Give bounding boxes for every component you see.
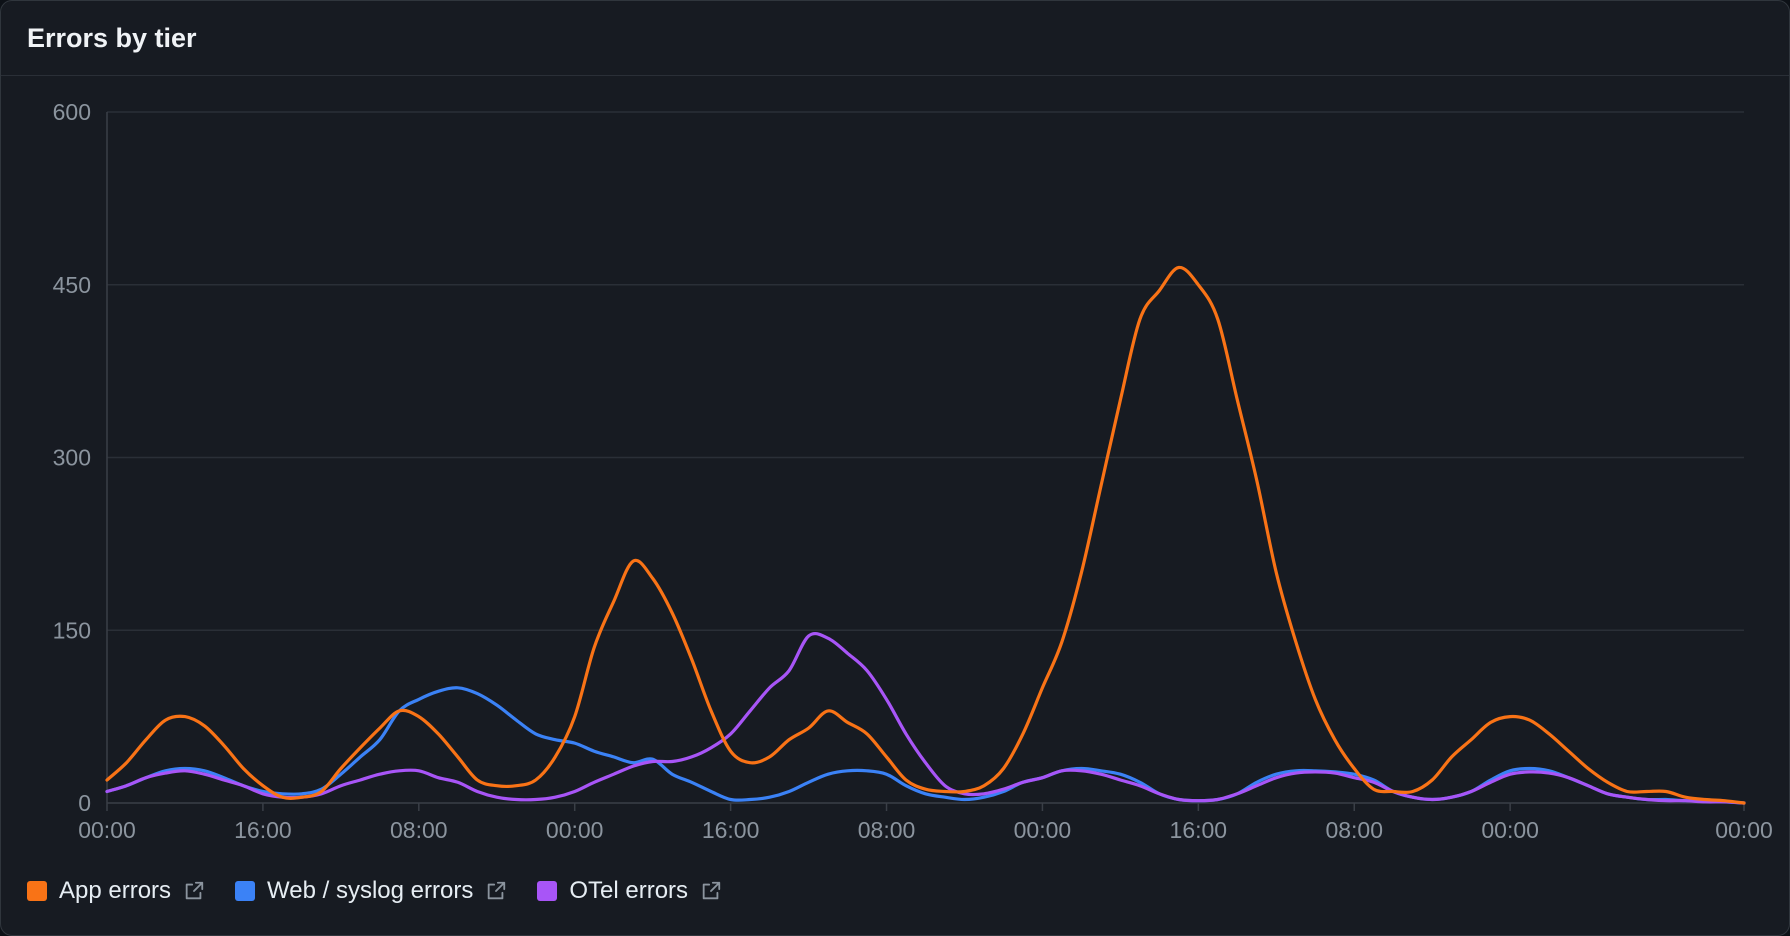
y-tick-label: 450 bbox=[53, 272, 91, 298]
x-tick-label: 16:00 bbox=[234, 817, 292, 843]
series-line-web-syslog-errors[interactable] bbox=[105, 686, 1746, 805]
x-tick-label: 08:00 bbox=[1325, 817, 1383, 843]
x-tick-label: 16:00 bbox=[1170, 817, 1228, 843]
legend-label: OTel errors bbox=[569, 877, 689, 904]
legend-swatch bbox=[235, 881, 256, 901]
x-tick-label: 00:00 bbox=[1014, 817, 1072, 843]
legend-item[interactable]: App errors bbox=[27, 877, 205, 905]
errors-line-chart[interactable]: 0 150 300 450 600 00:00 16:00 08:00 00:00 16:00 08… bbox=[1, 77, 1789, 867]
series-line-otel-errors[interactable] bbox=[105, 631, 1746, 805]
x-tick-label: 00:00 bbox=[1481, 817, 1539, 843]
x-tick-label: 00:00 bbox=[546, 817, 604, 843]
external-link-icon[interactable] bbox=[700, 880, 722, 902]
legend-item[interactable]: OTel errors bbox=[537, 877, 722, 905]
x-tick-label: 08:00 bbox=[858, 817, 916, 843]
x-tick-label: 00:00 bbox=[78, 817, 136, 843]
legend-label: App errors bbox=[59, 877, 172, 904]
y-tick-label: 600 bbox=[53, 99, 91, 125]
external-link-icon[interactable] bbox=[485, 880, 507, 902]
legend-swatch bbox=[537, 881, 558, 901]
x-tick-label: 08:00 bbox=[390, 817, 448, 843]
panel-header: Errors by tier bbox=[1, 1, 1789, 76]
legend-item[interactable]: Web / syslog errors bbox=[235, 877, 507, 905]
y-tick-label: 300 bbox=[53, 445, 91, 471]
y-tick-label: 0 bbox=[78, 790, 91, 816]
legend-label: Web / syslog errors bbox=[267, 877, 474, 904]
legend-swatch bbox=[27, 881, 47, 901]
y-tick-label: 150 bbox=[53, 617, 91, 643]
external-link-icon[interactable] bbox=[183, 880, 205, 902]
panel-title: Errors by tier bbox=[27, 22, 197, 53]
x-tick-label: 16:00 bbox=[702, 817, 760, 843]
legend: App errors Web / syslog errors OTel errors bbox=[27, 877, 752, 905]
x-tick-label: 00:00 bbox=[1715, 817, 1773, 843]
series-line-app-errors[interactable] bbox=[105, 265, 1746, 805]
